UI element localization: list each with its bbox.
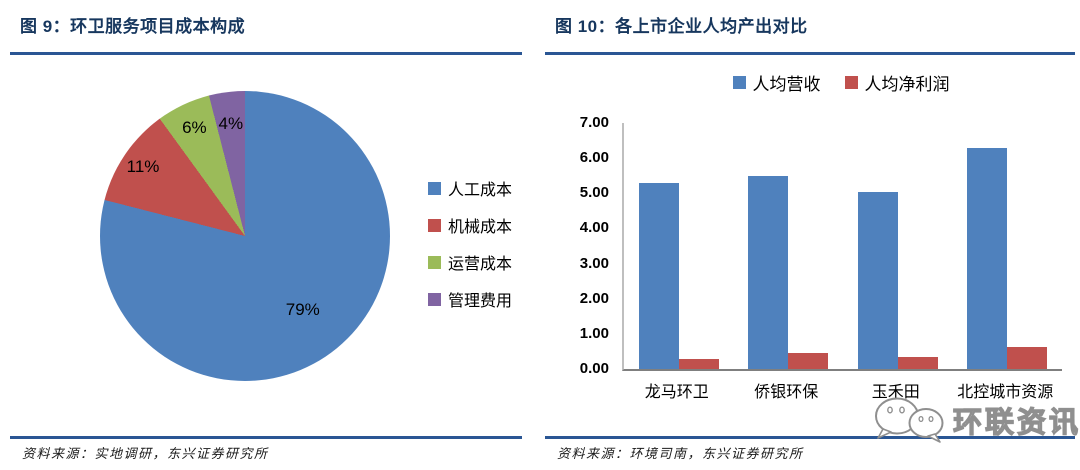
pie-legend-item: 机械成本: [428, 213, 512, 237]
y-axis-tick-label: 7.00: [579, 114, 609, 131]
footer-divider-line: [10, 436, 522, 439]
watermark-text: 环联资讯: [952, 406, 1080, 439]
pie-area: 79% 11% 6% 4%: [10, 0, 522, 470]
bar-人均净利润: [1007, 347, 1048, 369]
bar-人均净利润: [897, 357, 938, 369]
x-axis-category-label: 侨银环保: [754, 384, 819, 401]
legend-label: 机械成本: [448, 219, 513, 236]
bar-group: [857, 123, 938, 369]
bar-plot: [622, 123, 1062, 371]
legend-label: 人均净利润: [864, 75, 950, 94]
pie-legend: 人工成本机械成本运营成本管理费用: [428, 176, 512, 324]
bar-人均营收: [748, 176, 789, 369]
pie-legend-item: 管理费用: [428, 287, 512, 311]
x-axis-category-label: 龙马环卫: [644, 384, 709, 401]
bar-legend-item: 人均净利润: [844, 70, 950, 95]
y-axis-tick-label: 0.00: [579, 360, 609, 377]
figure-10-panel: 图 10：各上市企业人均产出对比 人均营收 人均净利润 0.00 1.00 2.00 3…: [545, 0, 1079, 470]
legend-label: 管理费用: [448, 293, 513, 310]
bar-人均净利润: [788, 352, 829, 369]
y-axis-tick-label: 4.00: [579, 219, 609, 237]
pie-data-label: 11%: [126, 156, 160, 176]
pie-chart: [100, 91, 390, 381]
bar-人均营收: [638, 182, 679, 369]
figure-10-source: 资料来源：环境司南，东兴证券研究所: [557, 446, 804, 461]
bar-categories: 龙马环卫 侨银环保 玉禾田 北控城市资源: [622, 378, 1060, 402]
legend-swatch: [428, 292, 441, 306]
figure-9-panel: 图 9：环卫服务项目成本构成 79% 11% 6% 4% 人工成本机械成本运营成本管理…: [10, 0, 522, 470]
bar-人均营收: [967, 148, 1008, 369]
pie-legend-item: 运营成本: [428, 250, 512, 274]
legend-label: 人工成本: [448, 182, 513, 199]
footer-divider-line: [545, 436, 1075, 439]
pie-data-label: 6%: [182, 118, 207, 138]
y-axis-tick-label: 3.00: [579, 254, 609, 272]
bar-人均净利润: [678, 359, 719, 369]
figure-10-title: 图 10：各上市企业人均产出对比: [555, 17, 808, 36]
legend-swatch: [428, 218, 441, 232]
legend-swatch: [428, 181, 441, 195]
y-axis-tick-label: 6.00: [579, 149, 609, 167]
bar-group: [748, 123, 829, 369]
legend-label: 运营成本: [448, 256, 513, 273]
legend-swatch: [844, 76, 858, 89]
figure-9-title: 图 9：环卫服务项目成本构成: [20, 17, 246, 36]
bar-legend-item: 人均营收: [732, 70, 821, 95]
x-axis-category-label: 玉禾田: [871, 384, 920, 401]
watermark-logo: 环联资讯: [873, 396, 1080, 444]
y-axis-tick-label: 5.00: [579, 184, 609, 202]
figure-9-source: 资料来源：实地调研，东兴证券研究所: [22, 446, 269, 461]
wechat-chat-bubbles-icon: [875, 397, 944, 443]
bar-group: [967, 123, 1048, 369]
pie-legend-item: 人工成本: [428, 176, 512, 200]
pie-data-label: 4%: [218, 113, 244, 133]
bar-legend: 人均营收 人均净利润: [622, 70, 1060, 95]
legend-swatch: [732, 76, 746, 89]
legend-swatch: [428, 255, 441, 269]
bar-group: [638, 123, 719, 369]
y-axis-tick-label: 2.00: [579, 289, 609, 307]
pie-data-label: 79%: [285, 300, 320, 320]
legend-label: 人均营收: [752, 75, 821, 94]
x-axis-category-label: 北控城市资源: [957, 384, 1054, 401]
title-divider-line: [10, 52, 522, 55]
title-divider-line: [545, 52, 1075, 55]
bar-yticks: 0.00 1.00 2.00 3.00 4.00 5.00 6.00 7.00: [545, 114, 609, 377]
y-axis-tick-label: 1.00: [579, 324, 609, 342]
bar-人均营收: [857, 192, 898, 369]
